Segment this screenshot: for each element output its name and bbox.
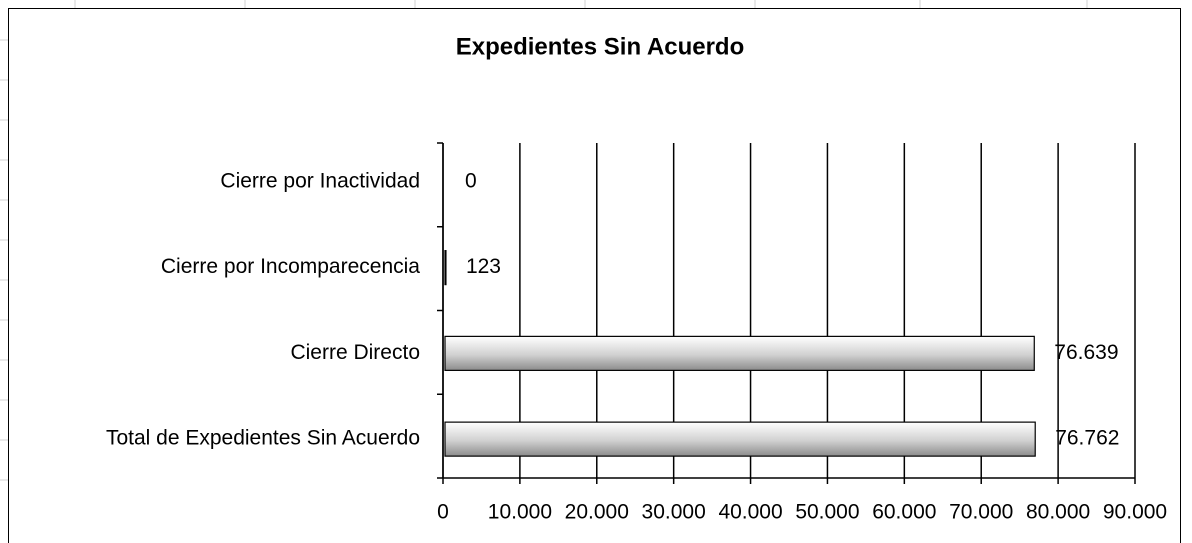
- data-label: 0: [465, 169, 477, 192]
- x-tick-label: 0: [437, 501, 449, 524]
- bar: [444, 250, 447, 286]
- x-tick-label: 60.000: [872, 501, 936, 524]
- data-label: 123: [466, 255, 501, 278]
- x-tick-label: 50.000: [795, 501, 859, 524]
- y-tick-label: Total de Expedientes Sin Acuerdo: [106, 427, 420, 450]
- chart-title: Expedientes Sin Acuerdo: [456, 33, 745, 60]
- bar: [444, 421, 1036, 457]
- x-tick-label: 40.000: [718, 501, 782, 524]
- data-label: 76.762: [1055, 427, 1119, 450]
- y-tick-label: Cierre Directo: [290, 341, 420, 364]
- x-tick-label: 70.000: [949, 501, 1013, 524]
- bar: [444, 335, 1035, 371]
- data-label: 76.639: [1054, 341, 1118, 364]
- x-tick-label: 30.000: [642, 501, 706, 524]
- x-tick-label: 20.000: [565, 501, 629, 524]
- spreadsheet-grid: [0, 0, 1088, 481]
- y-tick-label: Cierre por Inactividad: [220, 169, 420, 192]
- x-tick-label: 10.000: [488, 501, 552, 524]
- x-tick-label: 90.000: [1103, 501, 1167, 524]
- y-tick-label: Cierre por Incomparecencia: [161, 255, 420, 278]
- x-tick-label: 80.000: [1026, 501, 1090, 524]
